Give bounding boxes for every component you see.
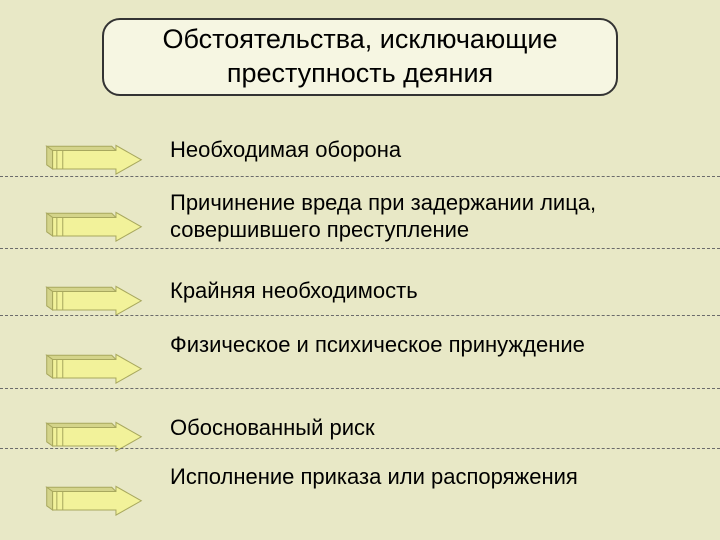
list-item: Исполнение приказа или распоряжения — [0, 472, 720, 532]
block-arrow-icon — [38, 281, 150, 319]
divider — [0, 248, 720, 249]
block-arrow-icon — [38, 207, 150, 245]
block-arrow-icon — [38, 140, 150, 178]
arrow-icon — [38, 281, 150, 324]
divider — [0, 315, 720, 316]
title-text: Обстоятельства, исключающие преступность… — [114, 23, 606, 91]
arrow-icon — [38, 207, 150, 250]
item-label: Необходимая оборона — [170, 137, 670, 164]
item-label: Причинение вреда при задержании лица, со… — [170, 190, 670, 244]
block-arrow-icon — [38, 349, 150, 387]
item-label: Обоснованный риск — [170, 415, 670, 442]
block-arrow-icon — [38, 481, 150, 519]
arrow-icon — [38, 417, 150, 460]
item-label: Крайняя необходимость — [170, 278, 670, 305]
list-item: Физическое и психическое принуждение — [0, 340, 720, 400]
list-item: Крайняя необходимость — [0, 272, 720, 332]
item-label: Исполнение приказа или распоряжения — [170, 464, 670, 491]
title-box: Обстоятельства, исключающие преступность… — [102, 18, 618, 96]
list-item: Обоснованный риск — [0, 408, 720, 468]
list-item: Необходимая оборона — [0, 131, 720, 191]
divider — [0, 176, 720, 177]
slide: Обстоятельства, исключающие преступность… — [0, 0, 720, 540]
arrow-icon — [38, 349, 150, 392]
list-item: Причинение вреда при задержании лица, со… — [0, 198, 720, 258]
item-label: Физическое и психическое принуждение — [170, 332, 670, 359]
divider — [0, 388, 720, 389]
arrow-icon — [38, 481, 150, 524]
divider — [0, 448, 720, 449]
